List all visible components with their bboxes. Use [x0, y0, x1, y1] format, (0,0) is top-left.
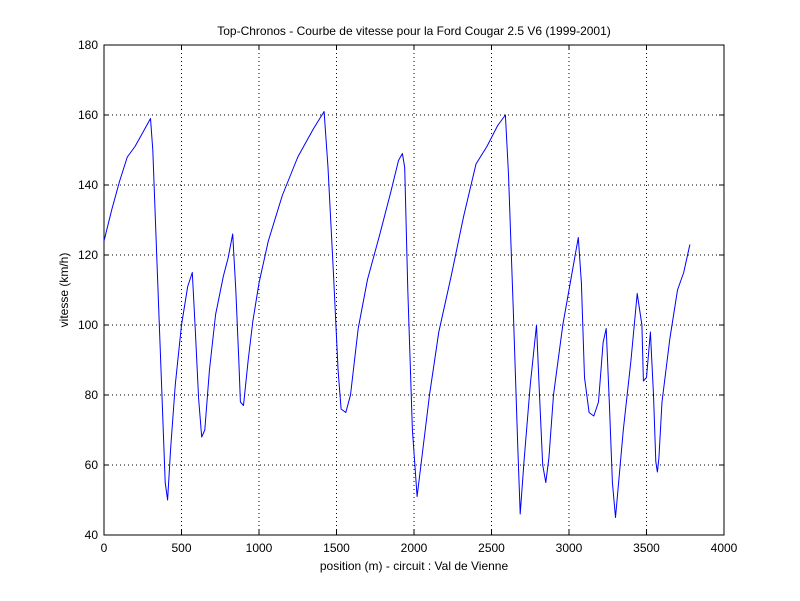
y-tick-label: 120 — [78, 248, 98, 262]
y-tick-label: 140 — [78, 178, 98, 192]
y-axis-title: vitesse (km/h) — [57, 253, 71, 328]
x-tick-label: 3000 — [556, 541, 583, 555]
x-tick-label: 2000 — [401, 541, 428, 555]
x-tick-label: 0 — [101, 541, 108, 555]
chart-title: Top-Chronos - Courbe de vitesse pour la … — [217, 24, 611, 38]
y-tick-label: 60 — [85, 458, 99, 472]
x-tick-label: 500 — [171, 541, 191, 555]
x-axis-title: position (m) - circuit : Val de Vienne — [320, 559, 509, 573]
y-tick-label: 100 — [78, 318, 98, 332]
y-tick-label: 40 — [85, 528, 99, 542]
x-tick-label: 4000 — [711, 541, 738, 555]
x-tick-label: 1000 — [246, 541, 273, 555]
x-tick-label: 2500 — [478, 541, 505, 555]
y-tick-label: 160 — [78, 108, 98, 122]
y-tick-label: 80 — [85, 388, 99, 402]
axis-ticks — [103, 44, 725, 536]
speed-series-line — [103, 111, 691, 518]
series-layer — [103, 111, 691, 518]
x-tick-label: 1500 — [323, 541, 350, 555]
y-tick-label: 180 — [78, 38, 98, 52]
x-tick-label: 3500 — [633, 541, 660, 555]
tick-labels: 0 500 1000 1500 2000 2500 3000 3500 4000 40 60 80 10… — [78, 38, 738, 555]
